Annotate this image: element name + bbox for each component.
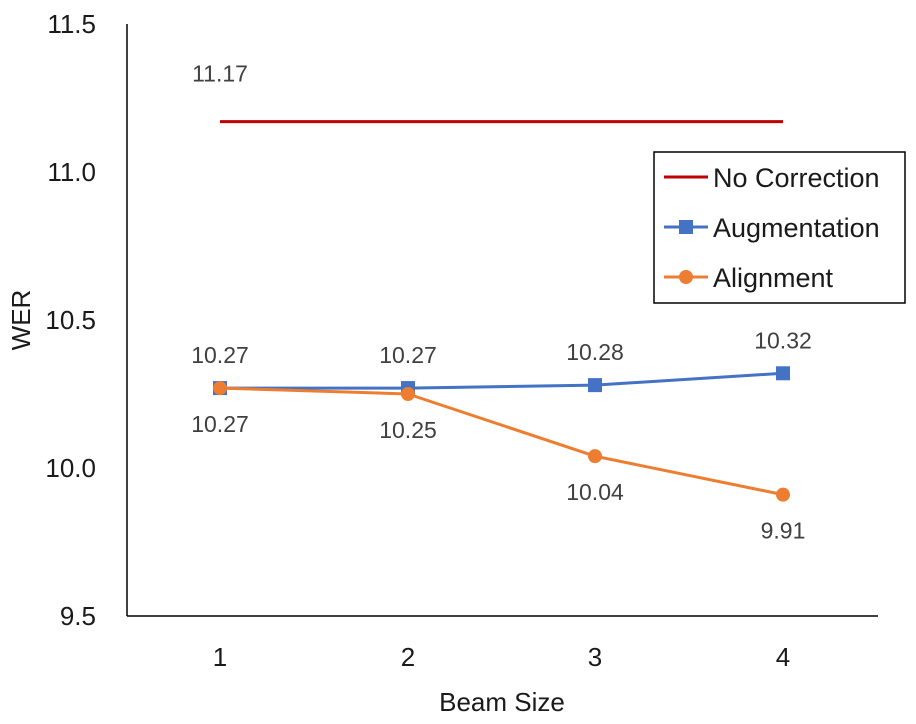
data-label: 10.32 [754, 327, 812, 353]
series-line-augmentation [220, 371, 784, 390]
data-label: 10.27 [191, 342, 249, 368]
data-point-circle [401, 387, 415, 401]
x-tick-label: 4 [776, 642, 790, 672]
data-labels: 11.17 10.27 10.27 10.28 10.32 10.27 10.25 10.04… [191, 61, 812, 544]
data-label: 10.27 [191, 411, 249, 437]
legend-marker-circle [679, 270, 693, 284]
x-tick-label: 3 [588, 642, 602, 672]
axes: 9.5 10.0 10.5 11.0 11.5 1 2 3 4 [45, 9, 878, 672]
data-label: 9.91 [761, 518, 806, 544]
data-point-circle [588, 449, 602, 464]
data-label: 10.04 [566, 479, 624, 505]
legend: No Correction Augmentation Alignment [653, 151, 906, 304]
data-label: 10.27 [379, 342, 437, 368]
y-tick-label: 9.5 [60, 601, 96, 631]
x-tick-label: 1 [213, 642, 227, 672]
series-layer [213, 120, 790, 502]
data-point-circle [776, 487, 790, 502]
data-point-circle [213, 381, 227, 396]
y-axis-title: WER [6, 290, 36, 351]
y-tick-label: 10.0 [45, 453, 96, 483]
y-tick-label: 10.5 [45, 305, 96, 335]
series-line-alignment [219, 386, 784, 497]
data-point-square [776, 366, 790, 381]
legend-marker-square [679, 220, 693, 234]
data-label: 11.17 [192, 61, 248, 87]
legend-label: Alignment [713, 263, 834, 293]
legend-label: No Correction [713, 163, 880, 193]
y-tick-label: 11.0 [47, 157, 96, 187]
data-label: 10.28 [566, 339, 624, 365]
y-tick-label: 11.5 [47, 9, 96, 39]
x-tick-label: 2 [401, 642, 415, 672]
legend-label: Augmentation [713, 213, 880, 243]
data-point-square [588, 378, 602, 393]
x-axis-title: Beam Size [439, 687, 565, 717]
data-label: 10.25 [379, 417, 437, 443]
